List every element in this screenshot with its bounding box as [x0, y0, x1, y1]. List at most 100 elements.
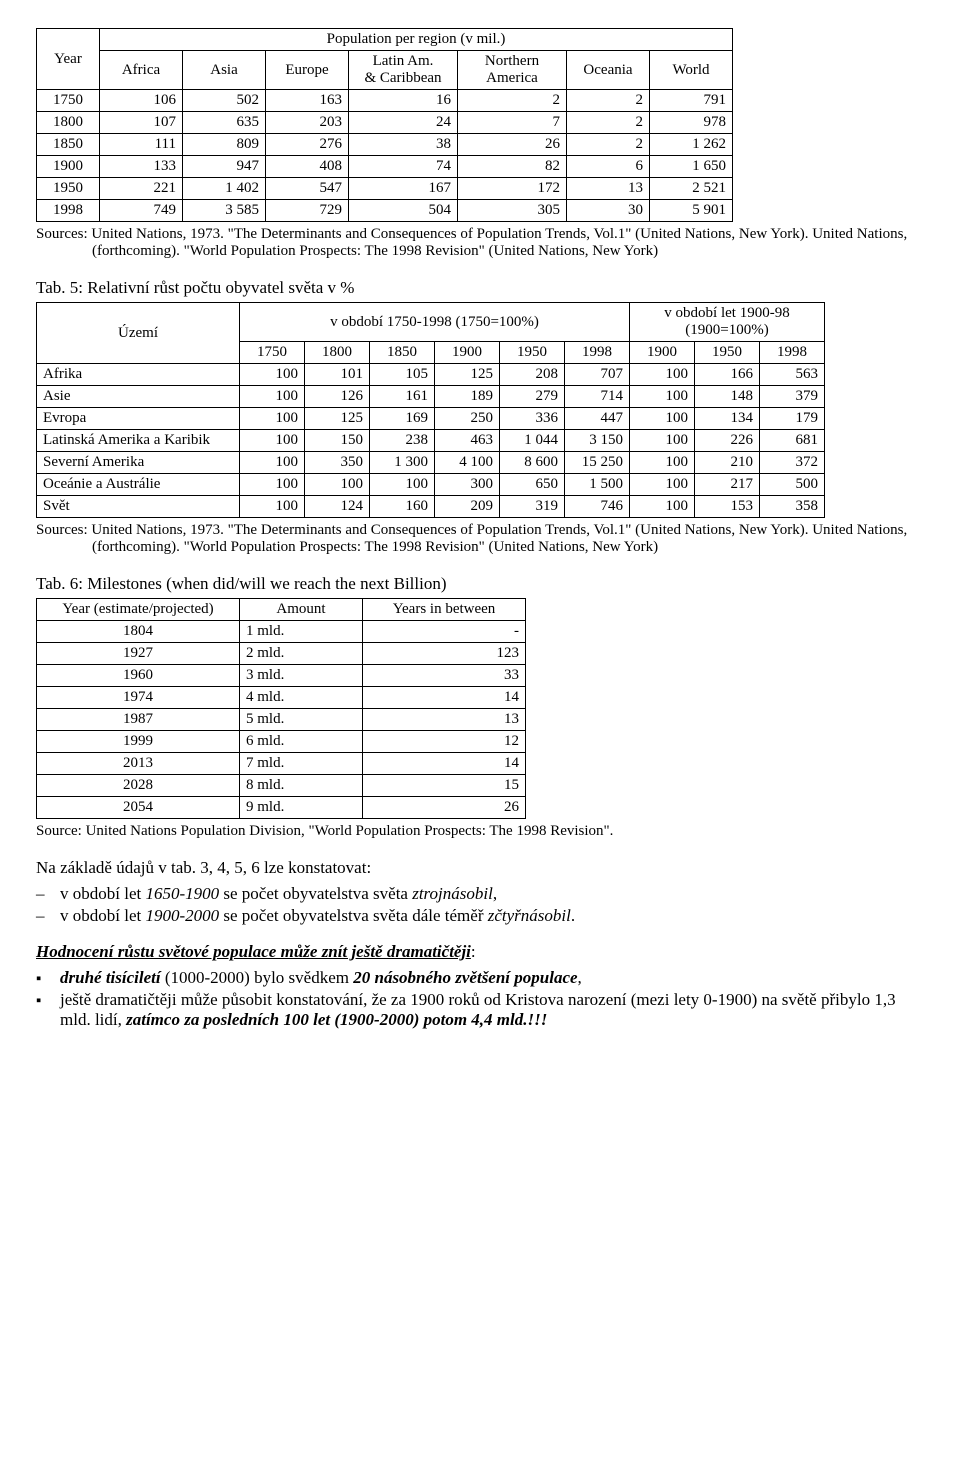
table-cell: - — [363, 621, 526, 643]
region-col-header: Latin Am.& Caribbean — [349, 51, 458, 90]
table-cell: 100 — [240, 452, 305, 474]
table-row: 19996 mld.12 — [37, 731, 526, 753]
table-cell: 250 — [435, 408, 500, 430]
table-cell: 4 100 — [435, 452, 500, 474]
table-cell: 1 500 — [565, 474, 630, 496]
region-col-header: Oceania — [567, 51, 650, 90]
table-cell: 105 — [370, 364, 435, 386]
region-name-cell: Severní Amerika — [37, 452, 240, 474]
square-bullet-item: druhé tisíciletí (1000-2000) bylo svědke… — [36, 968, 924, 988]
table-cell: 447 — [565, 408, 630, 430]
table-cell: 16 — [349, 90, 458, 112]
table-cell: 1 262 — [650, 134, 733, 156]
table-cell: 111 — [100, 134, 183, 156]
table-row: 18001076352032472978 — [37, 112, 733, 134]
year-sub-header: 1850 — [370, 342, 435, 364]
table-cell: 8 mld. — [240, 775, 363, 797]
table-cell: 6 mld. — [240, 731, 363, 753]
table-cell: 24 — [349, 112, 458, 134]
table-cell: 408 — [266, 156, 349, 178]
uzemi-col-header: Území — [37, 303, 240, 364]
region-col-header: Africa — [100, 51, 183, 90]
region-col-header: World — [650, 51, 733, 90]
table-cell: 14 — [363, 753, 526, 775]
table-cell: 133 — [100, 156, 183, 178]
table-cell: 100 — [630, 452, 695, 474]
table-cell: 3 150 — [565, 430, 630, 452]
region-col-header: Asia — [183, 51, 266, 90]
table-cell: 226 — [695, 430, 760, 452]
table-cell: 82 — [458, 156, 567, 178]
region-name-cell: Svět — [37, 496, 240, 518]
table-cell: 279 — [500, 386, 565, 408]
table-row: 19875 mld.13 — [37, 709, 526, 731]
milestone-col-header: Years in between — [363, 599, 526, 621]
table-cell: 809 — [183, 134, 266, 156]
table-cell: 100 — [240, 386, 305, 408]
table-row: Severní Amerika1003501 3004 1008 60015 2… — [37, 452, 825, 474]
table-row: Oceánie a Austrálie1001001003006501 5001… — [37, 474, 825, 496]
table-row: 18041 mld.- — [37, 621, 526, 643]
year-sub-header: 1950 — [500, 342, 565, 364]
table-cell: 1900 — [37, 156, 100, 178]
milestone-col-header: Amount — [240, 599, 363, 621]
table-cell: 126 — [305, 386, 370, 408]
milestone-col-header: Year (estimate/projected) — [37, 599, 240, 621]
table-cell: 100 — [630, 408, 695, 430]
year-sub-header: 1750 — [240, 342, 305, 364]
table-row: 19744 mld.14 — [37, 687, 526, 709]
year-col-header: Year — [37, 29, 100, 90]
year-sub-header: 1900 — [630, 342, 695, 364]
table-cell: 208 — [500, 364, 565, 386]
year-sub-header: 1900 — [435, 342, 500, 364]
table-cell: 350 — [305, 452, 370, 474]
table-cell: 210 — [695, 452, 760, 474]
table-cell: 547 — [266, 178, 349, 200]
table-cell: 2 — [567, 134, 650, 156]
table-cell: 714 — [565, 386, 630, 408]
table-cell: 74 — [349, 156, 458, 178]
table-cell: 1 650 — [650, 156, 733, 178]
table-cell: 6 — [567, 156, 650, 178]
table-cell: 13 — [363, 709, 526, 731]
dash-bullet-item: v období let 1900-2000 se počet obyvatel… — [36, 906, 924, 926]
table-row: 1850111809276382621 262 — [37, 134, 733, 156]
region-name-cell: Oceánie a Austrálie — [37, 474, 240, 496]
table-row: Asie100126161189279714100148379 — [37, 386, 825, 408]
table-cell: 681 — [760, 430, 825, 452]
region-name-cell: Evropa — [37, 408, 240, 430]
year-sub-header: 1998 — [565, 342, 630, 364]
table-cell: 160 — [370, 496, 435, 518]
table-cell: 947 — [183, 156, 266, 178]
table-cell: 379 — [760, 386, 825, 408]
table-cell: 100 — [630, 364, 695, 386]
table-cell: 221 — [100, 178, 183, 200]
table-cell: 4 mld. — [240, 687, 363, 709]
table-cell: 358 — [760, 496, 825, 518]
table-row: Latinská Amerika a Karibik1001502384631 … — [37, 430, 825, 452]
commentary-intro: Na základě údajů v tab. 3, 4, 5, 6 lze k… — [36, 858, 924, 878]
table-cell: 563 — [760, 364, 825, 386]
table-cell: 2 mld. — [240, 643, 363, 665]
dash-bullet-item: v období let 1650-1900 se počet obyvatel… — [36, 884, 924, 904]
table-row: Evropa100125169250336447100134179 — [37, 408, 825, 430]
table-cell: 14 — [363, 687, 526, 709]
table-cell: 2 — [567, 112, 650, 134]
table-cell: 1804 — [37, 621, 240, 643]
table-cell: 169 — [370, 408, 435, 430]
table-cell: 1950 — [37, 178, 100, 200]
table-cell: 5 901 — [650, 200, 733, 222]
table-cell: 336 — [500, 408, 565, 430]
region-name-cell: Latinská Amerika a Karibik — [37, 430, 240, 452]
period2-header: v období let 1900-98(1900=100%) — [630, 303, 825, 342]
table-cell: 125 — [305, 408, 370, 430]
table-cell: 791 — [650, 90, 733, 112]
table-row: 19603 mld.33 — [37, 665, 526, 687]
table-cell: 2 — [567, 90, 650, 112]
table-cell: 729 — [266, 200, 349, 222]
table-cell: 9 mld. — [240, 797, 363, 819]
table-cell: 2028 — [37, 775, 240, 797]
table-cell: 2013 — [37, 753, 240, 775]
table-row: 1900133947408748261 650 — [37, 156, 733, 178]
table-cell: 100 — [630, 496, 695, 518]
